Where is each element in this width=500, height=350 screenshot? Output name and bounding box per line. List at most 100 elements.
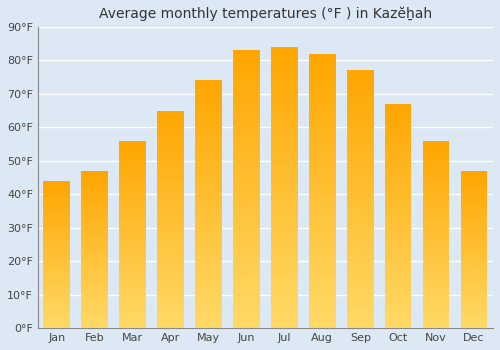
Bar bbox=[385, 208, 411, 210]
Bar bbox=[82, 313, 108, 314]
Bar bbox=[461, 304, 487, 307]
Bar bbox=[233, 231, 260, 234]
Bar bbox=[271, 258, 297, 261]
Bar bbox=[461, 200, 487, 202]
Bar bbox=[158, 214, 184, 217]
Bar bbox=[423, 267, 450, 270]
Bar bbox=[271, 321, 297, 325]
Bar bbox=[158, 203, 184, 206]
Bar bbox=[385, 177, 411, 180]
Bar bbox=[423, 188, 450, 190]
Bar bbox=[195, 251, 222, 254]
Bar bbox=[461, 293, 487, 295]
Bar bbox=[385, 202, 411, 205]
Bar bbox=[271, 114, 297, 117]
Bar bbox=[120, 218, 146, 220]
Bar bbox=[271, 296, 297, 300]
Bar bbox=[158, 119, 184, 121]
Bar bbox=[158, 132, 184, 135]
Bar bbox=[347, 260, 374, 264]
Bar bbox=[461, 250, 487, 251]
Bar bbox=[385, 126, 411, 129]
Bar bbox=[271, 152, 297, 156]
Bar bbox=[158, 282, 184, 285]
Bar bbox=[158, 157, 184, 160]
Bar bbox=[233, 89, 260, 92]
Bar bbox=[158, 233, 184, 236]
Bar bbox=[120, 253, 146, 255]
Bar bbox=[158, 249, 184, 252]
Bar bbox=[120, 319, 146, 321]
Bar bbox=[44, 256, 70, 258]
Bar bbox=[44, 184, 70, 186]
Bar bbox=[271, 170, 297, 174]
Bar bbox=[120, 300, 146, 302]
Bar bbox=[461, 281, 487, 283]
Bar bbox=[120, 274, 146, 277]
Bar bbox=[347, 209, 374, 212]
Bar bbox=[271, 50, 297, 54]
Bar bbox=[461, 257, 487, 259]
Bar bbox=[158, 320, 184, 323]
Bar bbox=[44, 201, 70, 203]
Bar bbox=[120, 199, 146, 202]
Bar bbox=[423, 143, 450, 145]
Bar bbox=[158, 304, 184, 307]
Bar bbox=[44, 212, 70, 214]
Bar bbox=[158, 274, 184, 276]
Bar bbox=[385, 247, 411, 250]
Bar bbox=[44, 275, 70, 276]
Bar bbox=[120, 232, 146, 234]
Bar bbox=[423, 248, 450, 251]
Bar bbox=[347, 318, 374, 322]
Bar bbox=[82, 287, 108, 289]
Bar bbox=[309, 184, 336, 188]
Bar bbox=[158, 181, 184, 184]
Bar bbox=[461, 187, 487, 189]
Bar bbox=[347, 222, 374, 225]
Bar bbox=[385, 222, 411, 224]
Bar bbox=[233, 269, 260, 273]
Bar bbox=[120, 195, 146, 197]
Bar bbox=[423, 150, 450, 152]
Bar bbox=[461, 295, 487, 297]
Bar bbox=[461, 324, 487, 326]
Bar bbox=[233, 54, 260, 57]
Bar bbox=[423, 213, 450, 216]
Bar bbox=[44, 326, 70, 328]
Bar bbox=[461, 247, 487, 250]
Bar bbox=[423, 228, 450, 230]
Bar bbox=[120, 284, 146, 286]
Bar bbox=[347, 77, 374, 80]
Bar bbox=[158, 189, 184, 192]
Bar bbox=[423, 211, 450, 213]
Bar bbox=[233, 123, 260, 127]
Bar bbox=[461, 299, 487, 301]
Bar bbox=[82, 293, 108, 295]
Bar bbox=[461, 189, 487, 190]
Bar bbox=[195, 173, 222, 176]
Bar bbox=[158, 312, 184, 315]
Bar bbox=[423, 164, 450, 167]
Bar bbox=[309, 301, 336, 304]
Bar bbox=[158, 244, 184, 246]
Bar bbox=[233, 217, 260, 220]
Bar bbox=[309, 311, 336, 314]
Bar bbox=[44, 262, 70, 264]
Bar bbox=[461, 275, 487, 277]
Bar bbox=[195, 90, 222, 93]
Bar bbox=[44, 282, 70, 284]
Bar bbox=[461, 230, 487, 232]
Bar bbox=[309, 242, 336, 246]
Bar bbox=[82, 277, 108, 279]
Bar bbox=[82, 224, 108, 226]
Bar bbox=[271, 325, 297, 328]
Bar bbox=[309, 84, 336, 88]
Bar bbox=[309, 239, 336, 242]
Bar bbox=[423, 155, 450, 157]
Bar bbox=[385, 213, 411, 216]
Bar bbox=[158, 252, 184, 255]
Bar bbox=[195, 152, 222, 155]
Bar bbox=[82, 289, 108, 291]
Bar bbox=[120, 258, 146, 260]
